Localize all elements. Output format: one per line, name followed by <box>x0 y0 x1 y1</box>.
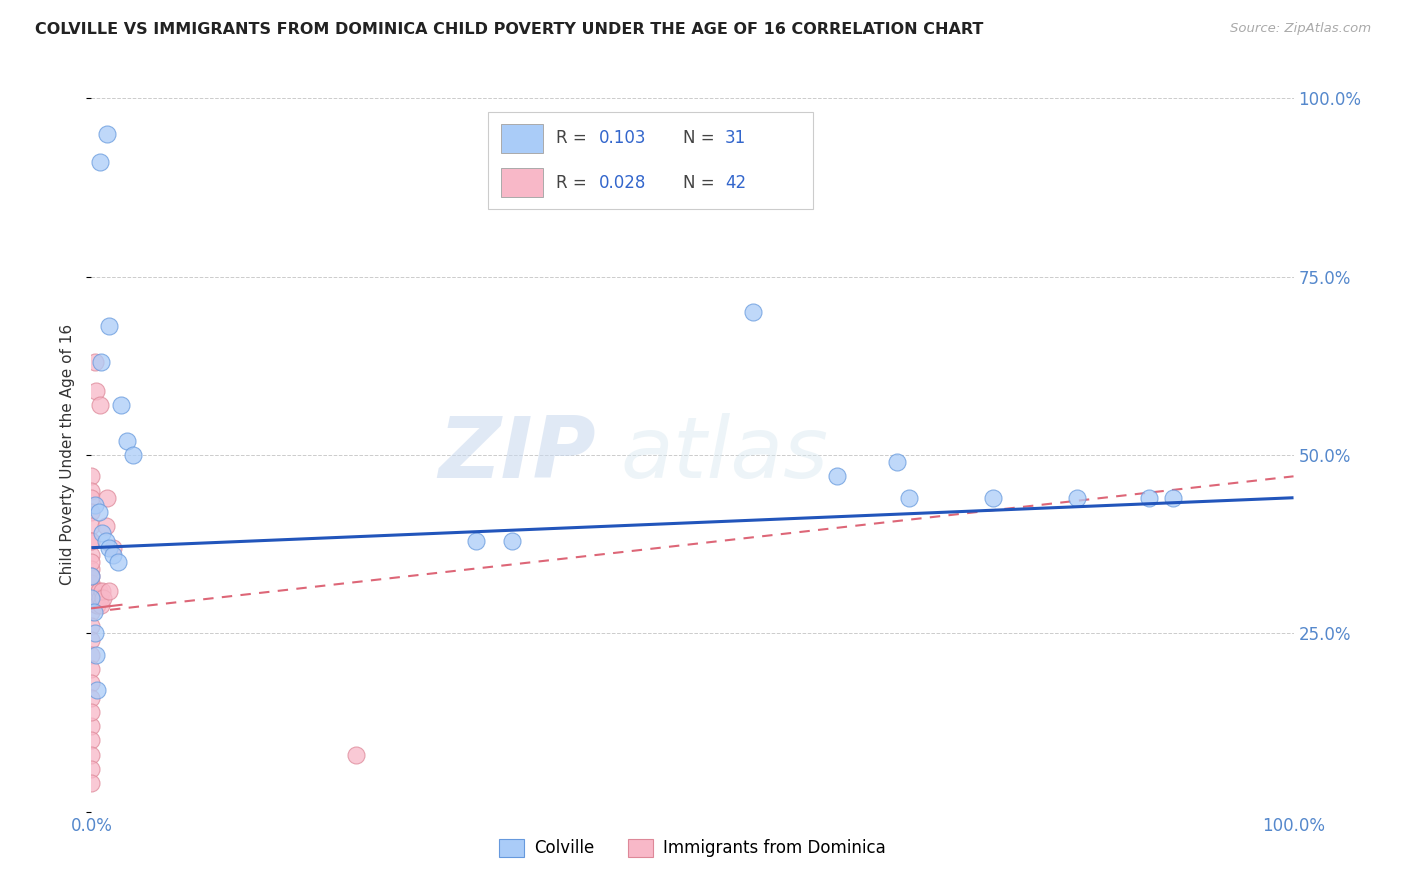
Point <box>80 648 103 662</box>
Point <box>83 605 105 619</box>
Point <box>84 591 107 605</box>
Point <box>80 605 103 619</box>
Text: COLVILLE VS IMMIGRANTS FROM DOMINICA CHILD POVERTY UNDER THE AGE OF 16 CORRELATI: COLVILLE VS IMMIGRANTS FROM DOMINICA CHI… <box>35 22 984 37</box>
Point <box>465 533 488 548</box>
Point <box>87 505 110 519</box>
Point <box>86 598 108 612</box>
Point <box>84 626 107 640</box>
Point <box>84 355 107 369</box>
Point <box>98 583 121 598</box>
Point <box>94 519 117 533</box>
Y-axis label: Child Poverty Under the Age of 16: Child Poverty Under the Age of 16 <box>60 325 76 585</box>
Point <box>80 776 103 790</box>
Point <box>80 762 103 776</box>
Point <box>80 519 103 533</box>
Point <box>80 569 103 583</box>
Point <box>89 398 111 412</box>
Point <box>90 598 112 612</box>
Point <box>80 733 103 747</box>
Point <box>89 591 111 605</box>
Point <box>80 662 103 676</box>
Point <box>1137 491 1160 505</box>
Point <box>96 127 118 141</box>
Point <box>1161 491 1184 505</box>
Point <box>80 555 103 569</box>
Text: atlas: atlas <box>620 413 828 497</box>
Point <box>94 533 117 548</box>
Point <box>80 633 103 648</box>
Point <box>98 319 121 334</box>
Point <box>80 548 103 562</box>
Point <box>91 526 114 541</box>
Point <box>80 505 103 519</box>
Point <box>84 648 107 662</box>
Point <box>825 469 848 483</box>
Point <box>98 541 121 555</box>
Point <box>93 591 115 605</box>
Point <box>80 591 103 605</box>
Point <box>89 155 111 169</box>
Point <box>886 455 908 469</box>
Point <box>101 541 124 555</box>
Point <box>91 583 114 598</box>
Point <box>1066 491 1088 505</box>
Point <box>80 690 103 705</box>
Point <box>96 491 118 505</box>
Point <box>107 555 129 569</box>
Point <box>80 533 103 548</box>
Text: ZIP: ZIP <box>439 413 596 497</box>
Point <box>84 384 107 398</box>
Point <box>80 591 103 605</box>
Point <box>101 548 124 562</box>
Point <box>122 448 145 462</box>
Point <box>80 619 103 633</box>
Point <box>80 469 103 483</box>
Point <box>80 576 103 591</box>
Point <box>80 569 103 583</box>
Point <box>897 491 920 505</box>
Point <box>80 533 103 548</box>
Point <box>80 719 103 733</box>
Text: Source: ZipAtlas.com: Source: ZipAtlas.com <box>1230 22 1371 36</box>
Point <box>80 491 103 505</box>
Legend: Colville, Immigrants from Dominica: Colville, Immigrants from Dominica <box>492 832 893 864</box>
Point <box>80 705 103 719</box>
Point <box>981 491 1004 505</box>
Point <box>80 676 103 690</box>
Point <box>84 498 107 512</box>
Point <box>80 562 103 576</box>
Point <box>87 583 110 598</box>
Point <box>86 683 108 698</box>
Point <box>90 355 112 369</box>
Point <box>110 398 132 412</box>
Point <box>501 533 523 548</box>
Point <box>344 747 367 762</box>
Point <box>117 434 139 448</box>
Point <box>80 483 103 498</box>
Point <box>80 747 103 762</box>
Point <box>84 583 107 598</box>
Point <box>741 305 763 319</box>
